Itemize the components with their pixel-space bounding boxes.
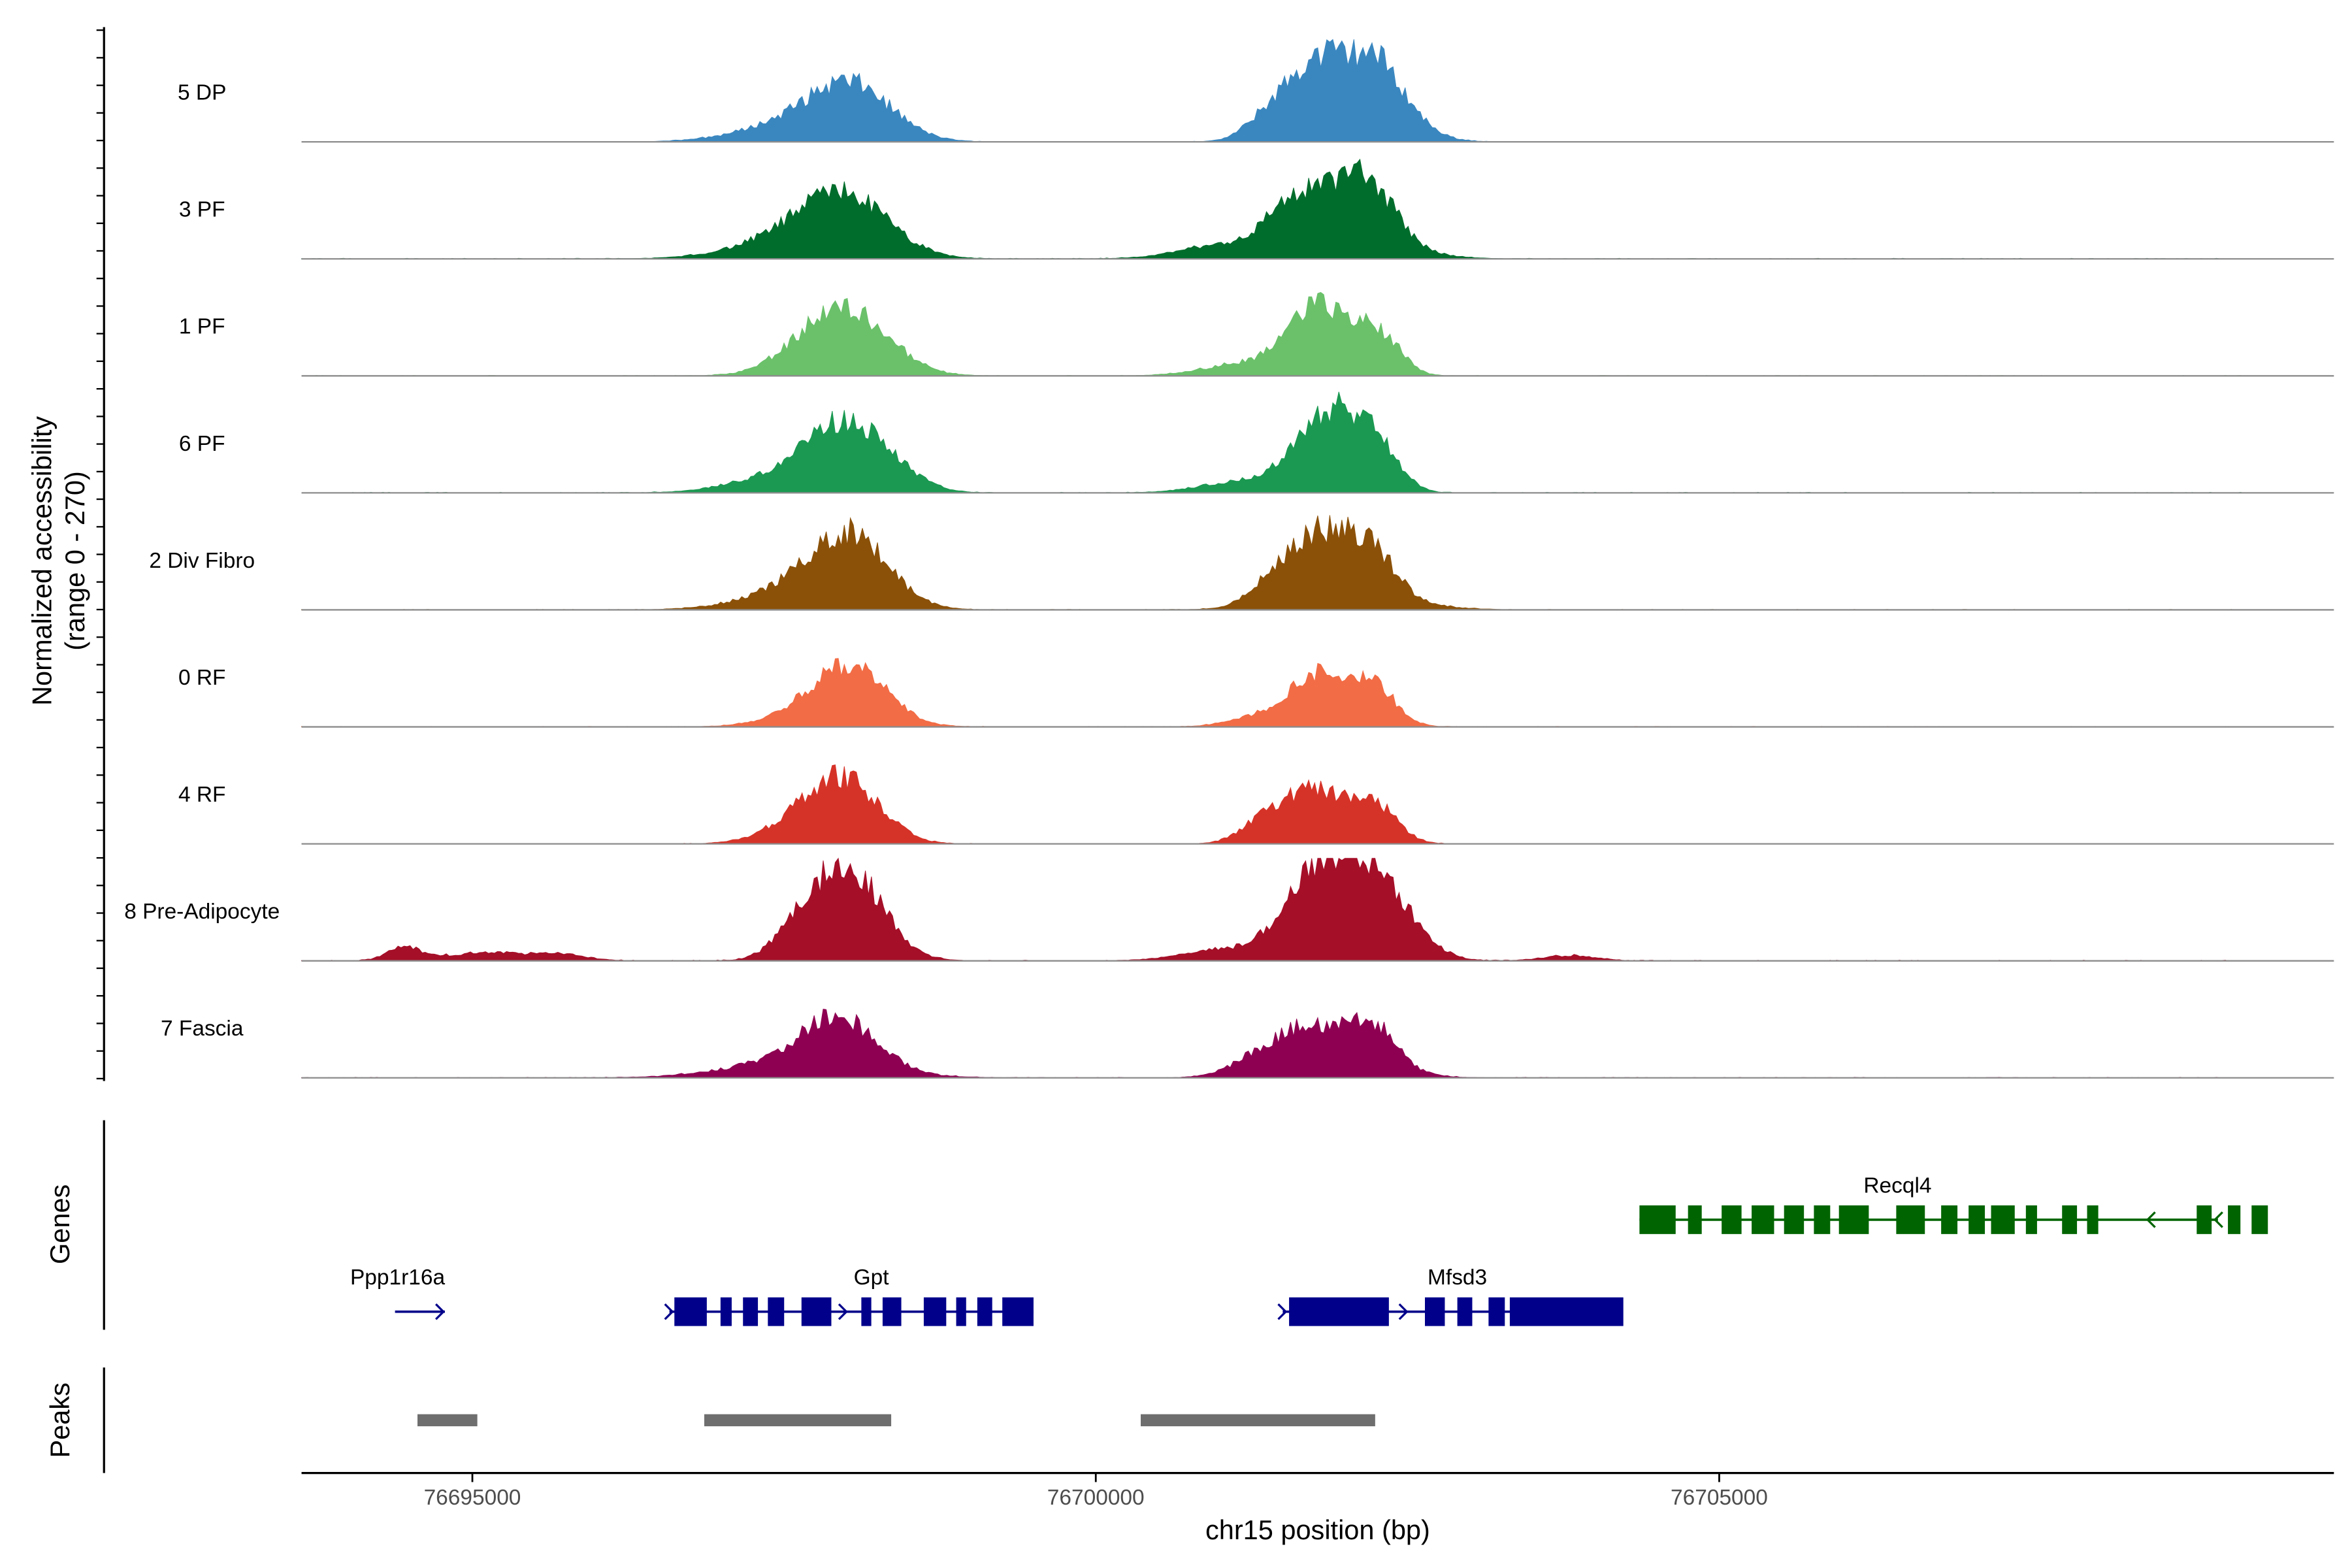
gene-exon <box>1425 1297 1445 1326</box>
track-label: 8 Pre-Adipocyte <box>124 900 280 924</box>
gene-exon <box>1784 1205 1805 1234</box>
gene-exon <box>882 1297 902 1326</box>
track-label: 2 Div Fibro <box>149 549 255 573</box>
genes-panel: Ppp1r16a Gpt Mfsd3 Recql4 <box>350 1173 2268 1326</box>
track-7-fascia: 7 Fascia <box>161 1009 2334 1079</box>
gene-recql4: Recql4 <box>1639 1173 2268 1234</box>
strand-arrow <box>838 1303 848 1320</box>
coverage-area <box>301 391 2247 493</box>
track-label: 0 RF <box>178 666 226 690</box>
gene-exon <box>1488 1297 1505 1326</box>
coverage-area <box>301 291 2247 376</box>
gene-exon <box>1457 1297 1473 1326</box>
gene-exon <box>1838 1205 1869 1234</box>
coverage-area <box>301 658 2247 728</box>
coverage-area <box>301 857 2247 962</box>
gene-exon <box>2025 1205 2037 1234</box>
gene-label: Recql4 <box>1863 1173 1931 1198</box>
strand-arrow <box>2146 1211 2156 1228</box>
gene-exon <box>1722 1205 1742 1234</box>
gene-exon <box>720 1297 732 1326</box>
track-4-rf: 4 RF <box>178 764 2334 845</box>
peak-region <box>704 1414 892 1427</box>
gene-exon <box>1968 1205 1985 1234</box>
track-1-pf: 1 PF <box>179 291 2334 377</box>
track-2-div-fibro: 2 Div Fibro <box>149 515 2334 611</box>
track-3-pf: 3 PF <box>179 158 2334 260</box>
gene-exon <box>2197 1205 2212 1234</box>
track-8-pre-adipocyte: 8 Pre-Adipocyte <box>124 857 2334 962</box>
x-tick-label: 76695000 <box>424 1486 521 1510</box>
track-5-dp: 5 DP <box>178 39 2334 143</box>
y-axis-title-line1: Normalized accessibility <box>26 416 57 706</box>
gene-exon <box>2087 1205 2099 1234</box>
strand-arrow <box>664 1303 674 1320</box>
coverage-area <box>301 39 2247 142</box>
gene-exon <box>768 1297 785 1326</box>
coverage-area <box>301 1009 2247 1079</box>
track-label: 4 RF <box>178 783 226 807</box>
gene-exon <box>1639 1205 1676 1234</box>
tracks-y-ticks <box>96 29 105 1080</box>
gene-label: Mfsd3 <box>1428 1266 1487 1290</box>
peak-region <box>1141 1414 1375 1427</box>
peak-region <box>417 1414 478 1427</box>
gene-exon <box>977 1297 992 1326</box>
y-axis-title-line2: (range 0 - 270) <box>59 471 90 651</box>
strand-arrow <box>2213 1211 2223 1228</box>
gene-exon <box>1752 1205 1774 1234</box>
gene-exon <box>1991 1205 2015 1234</box>
strand-arrow <box>1277 1303 1288 1320</box>
genes-panel-title: Genes <box>44 1184 75 1264</box>
track-0-rf: 0 RF <box>178 658 2334 728</box>
gene-exon <box>1509 1297 1624 1326</box>
gene-exon <box>1814 1205 1831 1234</box>
peaks-panel <box>417 1414 1375 1427</box>
gene-mfsd3: Mfsd3 <box>1277 1266 1624 1326</box>
gene-exon <box>743 1297 759 1326</box>
x-axis-ticks: 76695000 76700000 76705000 <box>424 1473 1768 1510</box>
gene-exon <box>1688 1205 1702 1234</box>
gene-exon <box>1289 1297 1389 1326</box>
strand-arrow <box>1398 1303 1409 1320</box>
track-label: 5 DP <box>178 81 226 105</box>
gene-exon <box>1941 1205 1958 1234</box>
y-axis-title: Normalized accessibility (range 0 - 270) <box>26 416 90 706</box>
gene-exon <box>956 1297 966 1326</box>
gene-exon <box>861 1297 872 1326</box>
x-tick-label: 76705000 <box>1671 1486 1768 1510</box>
gene-exon <box>2062 1205 2078 1234</box>
gene-exon <box>801 1297 832 1326</box>
gene-exon <box>2251 1205 2268 1234</box>
track-6-pf: 6 PF <box>179 391 2334 494</box>
gene-ppp1r16a: Ppp1r16a <box>350 1266 445 1320</box>
gene-exon <box>1002 1297 1034 1326</box>
peaks-panel-title: Peaks <box>44 1382 75 1458</box>
gene-label: Ppp1r16a <box>350 1266 445 1290</box>
coverage-area <box>301 764 2247 845</box>
strand-arrow <box>435 1303 445 1320</box>
track-label: 7 Fascia <box>161 1017 244 1041</box>
gene-exon <box>2228 1205 2241 1234</box>
gene-exon <box>674 1297 707 1326</box>
x-axis-title: chr15 position (bp) <box>1205 1514 1430 1545</box>
x-tick-label: 76700000 <box>1047 1486 1145 1510</box>
coverage-area <box>301 158 2247 259</box>
gene-gpt: Gpt <box>664 1266 1034 1326</box>
coverage-area <box>301 515 2247 610</box>
gene-exon <box>923 1297 947 1326</box>
gene-exon <box>1896 1205 1925 1234</box>
coverage-tracks: 5 DP 3 PF 1 PF 6 PF 2 Div Fibro 0 RF 4 RF 8 Pre… <box>124 39 2334 1079</box>
track-label: 3 PF <box>179 198 225 222</box>
track-label: 1 PF <box>179 315 225 339</box>
track-label: 6 PF <box>179 432 225 456</box>
gene-label: Gpt <box>854 1266 890 1290</box>
